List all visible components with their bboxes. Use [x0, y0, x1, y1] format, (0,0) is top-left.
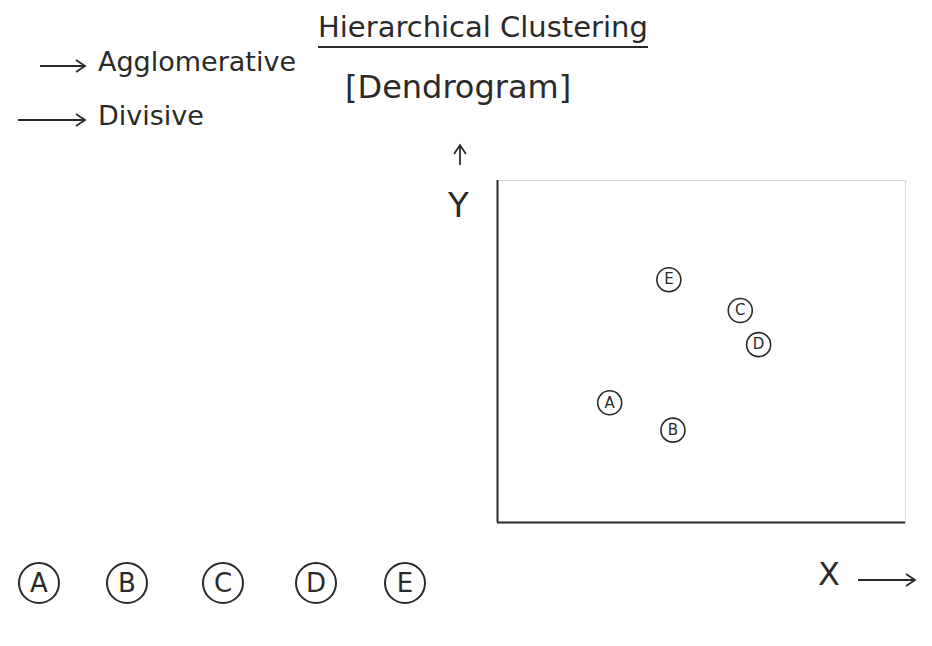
svg-text:C: C: [735, 301, 745, 319]
svg-text:A: A: [605, 394, 616, 412]
html-text:A: A: [30, 568, 48, 598]
html-text:D: D: [306, 568, 326, 598]
html-text:[Dendrogram]: [Dendrogram]: [345, 68, 572, 106]
html-text:B: B: [118, 568, 136, 598]
html-text:X: X: [818, 555, 840, 593]
html-text:Y: Y: [448, 185, 469, 225]
html-text:C: C: [213, 568, 233, 598]
html-text:Hierarchical Clustering: Hierarchical Clustering: [318, 10, 648, 44]
html-text:Divisive: Divisive: [98, 100, 204, 131]
svg-text:D: D: [753, 335, 765, 353]
html-text:E: E: [396, 568, 414, 598]
html-text:Agglomerative: Agglomerative: [98, 46, 296, 77]
svg-text:E: E: [664, 270, 673, 288]
svg-text:B: B: [668, 421, 678, 439]
